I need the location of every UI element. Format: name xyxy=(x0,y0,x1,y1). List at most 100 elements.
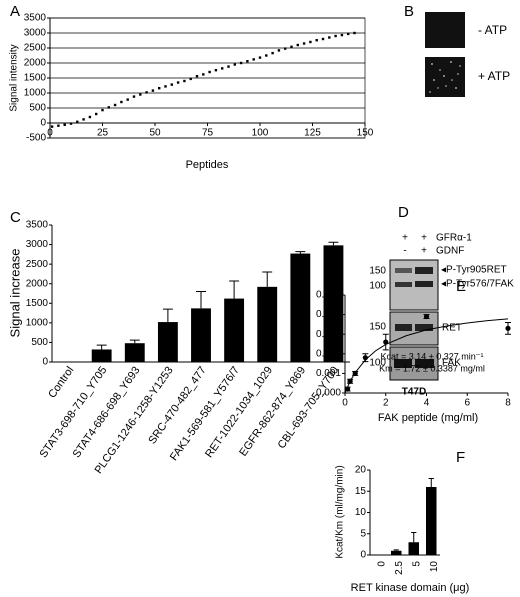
point xyxy=(362,355,368,361)
size-marker: 150 xyxy=(369,266,386,277)
point xyxy=(69,122,73,125)
x-tick-label: 50 xyxy=(149,128,161,139)
bar xyxy=(157,322,178,362)
array-image xyxy=(425,57,465,97)
x-tick-label: 0 xyxy=(376,561,387,567)
y-tick-label: 10 xyxy=(355,507,367,518)
y-tick-label: 0.003 xyxy=(316,329,341,340)
y-tick-label: 0.002 xyxy=(316,348,341,359)
x-tick-label: SRC-470-482_477 xyxy=(146,365,208,447)
x-tick-label: 10 xyxy=(429,561,440,573)
point xyxy=(214,69,218,72)
x-tick-label: 75 xyxy=(202,128,214,139)
band xyxy=(395,324,412,331)
annotation: Km = 1.72 ± 0.3387 mg/ml xyxy=(379,363,485,373)
y-tick-label: 0 xyxy=(42,357,48,368)
point xyxy=(145,91,148,94)
y-tick-label: 20 xyxy=(355,465,367,476)
panel-letter: E xyxy=(456,278,466,295)
band-label: ◂P-Tyr576/7FAK xyxy=(441,279,514,290)
bar xyxy=(224,298,245,362)
y-tick-label: 3000 xyxy=(26,239,49,250)
error-bar xyxy=(196,291,206,309)
point xyxy=(88,115,92,119)
x-axis-label: FAK peptide (mg/ml) xyxy=(378,412,478,424)
point xyxy=(107,106,110,109)
panel-letter: B xyxy=(404,3,414,20)
x-tick-label: 2 xyxy=(383,398,389,409)
y-tick-label: 0.004 xyxy=(316,309,341,320)
error-bar xyxy=(96,344,107,350)
x-tick-label: 2.5 xyxy=(394,561,405,575)
point xyxy=(82,118,85,121)
band xyxy=(395,268,412,273)
point xyxy=(126,98,129,101)
point xyxy=(183,79,186,83)
point xyxy=(321,37,325,41)
image-label: + ATP xyxy=(478,69,510,83)
bar xyxy=(191,308,211,362)
size-marker: 150 xyxy=(369,322,386,333)
cell-line: T47D xyxy=(402,387,426,398)
point xyxy=(158,87,161,90)
x-tick-label: 8 xyxy=(505,398,511,409)
y-tick-label: 0 xyxy=(40,118,46,129)
y-tick-label: 3000 xyxy=(24,28,47,39)
plot-frame xyxy=(49,17,366,139)
point xyxy=(258,56,262,59)
point xyxy=(63,123,66,126)
x-tick-label: 4 xyxy=(424,398,430,409)
point xyxy=(50,125,54,128)
lane-sign: + xyxy=(421,246,427,257)
error-bar xyxy=(411,531,417,543)
x-tick-label: 0 xyxy=(47,128,53,139)
point xyxy=(57,124,60,127)
y-tick-label: 2000 xyxy=(24,58,47,69)
error-bar xyxy=(229,280,240,299)
y-axis-label: Signal intensity xyxy=(9,44,20,111)
x-tick-label: 25 xyxy=(97,128,109,139)
point xyxy=(189,77,192,81)
x-axis-label: RET kinase domain (μg) xyxy=(351,582,470,594)
bar xyxy=(323,245,344,362)
point xyxy=(284,47,287,50)
x-axis-label: Peptides xyxy=(186,159,229,171)
x-tick-label: 100 xyxy=(252,128,269,139)
error-bar xyxy=(428,478,434,487)
bar xyxy=(408,542,419,555)
point xyxy=(277,49,281,52)
treatment: GFRα-1 xyxy=(436,233,472,244)
y-tick-label: 3500 xyxy=(26,220,49,231)
y-tick-label: 0.005 xyxy=(316,290,341,301)
y-tick-label: 1000 xyxy=(24,88,47,99)
point xyxy=(353,31,356,35)
bar xyxy=(290,253,311,362)
y-axis-label: Signal increase xyxy=(7,249,22,338)
point xyxy=(347,32,350,36)
point xyxy=(239,61,243,65)
bar xyxy=(257,286,278,362)
lane-sign: - xyxy=(403,246,406,257)
bar xyxy=(391,550,402,555)
point xyxy=(344,386,351,392)
y-tick-label: 1500 xyxy=(26,298,49,309)
point xyxy=(195,75,199,78)
point xyxy=(347,378,353,384)
point xyxy=(340,33,344,37)
point xyxy=(302,42,306,45)
point xyxy=(113,103,117,107)
y-tick-label: 2000 xyxy=(26,278,49,289)
x-tick-label: 5 xyxy=(411,561,422,567)
point xyxy=(202,73,205,76)
y-tick-label: 0.001 xyxy=(316,368,341,379)
panel-letter: A xyxy=(10,3,20,20)
y-tick-label: 0.000 xyxy=(316,388,341,399)
y-tick-label: 1000 xyxy=(26,317,49,328)
band-label: ◂P-Tyr905RET xyxy=(441,265,507,276)
annotation: Kcat = 3.14 ± 0.327 min⁻¹ xyxy=(381,351,484,361)
bar xyxy=(91,349,112,362)
band xyxy=(394,359,412,368)
point xyxy=(383,339,389,345)
array-spots xyxy=(429,61,461,93)
